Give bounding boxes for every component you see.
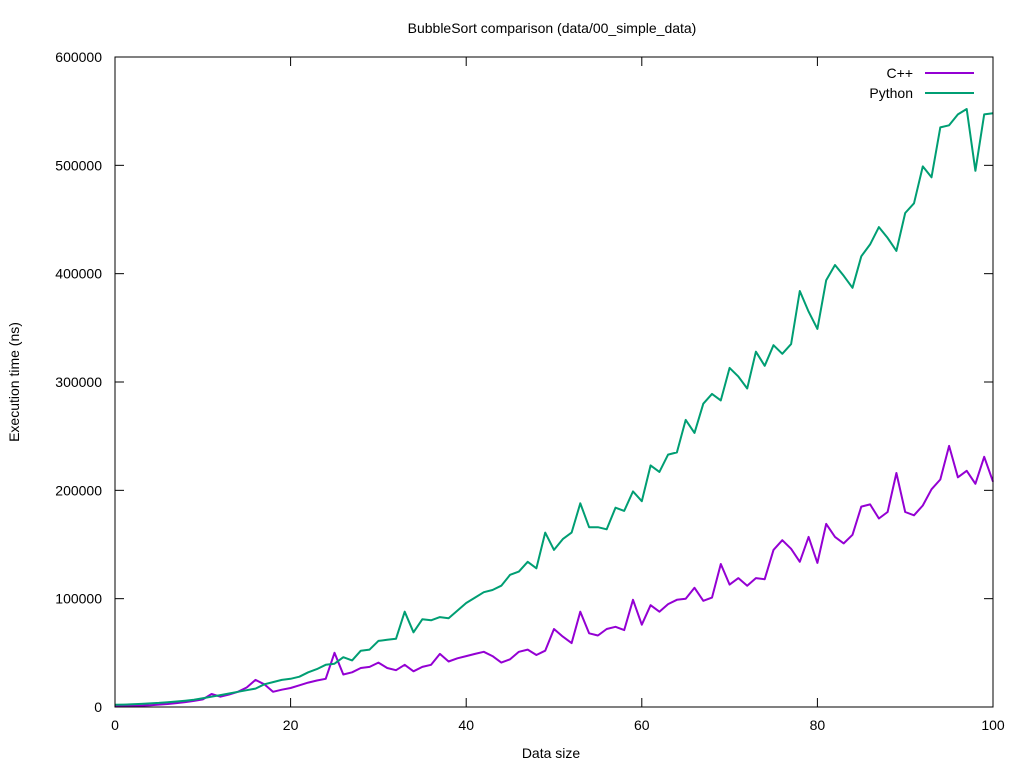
legend: C++ Python: [869, 65, 974, 101]
plot-frame: [114, 56, 994, 708]
y-tick-label: 600000: [55, 49, 102, 65]
legend-label-c: C++: [887, 65, 913, 81]
x-axis-label: Data size: [522, 745, 581, 761]
y-axis-label: Execution time (ns): [6, 322, 22, 442]
legend-label-python: Python: [869, 85, 913, 101]
y-tick-label: 200000: [55, 482, 102, 498]
ticks-layer: 0 20 40 60 80 100 0 100000 200000 300000 400000 500…: [55, 49, 1005, 733]
x-tick-label: 0: [111, 717, 119, 733]
x-tick-label: 100: [981, 717, 1005, 733]
series-layer: [114, 108, 994, 708]
series-line-c: [114, 444, 994, 708]
y-tick-label: 400000: [55, 266, 102, 282]
y-tick-label: 300000: [55, 374, 102, 390]
chart-title: BubbleSort comparison (data/00_simple_da…: [408, 20, 697, 36]
x-tick-label: 20: [283, 717, 299, 733]
y-tick-label: 100000: [55, 591, 102, 607]
x-tick-label: 40: [458, 717, 474, 733]
series-line-python: [114, 108, 994, 706]
x-tick-label: 80: [810, 717, 826, 733]
y-tick-label: 0: [94, 699, 102, 715]
x-tick-label: 60: [634, 717, 650, 733]
y-tick-label: 500000: [55, 157, 102, 173]
